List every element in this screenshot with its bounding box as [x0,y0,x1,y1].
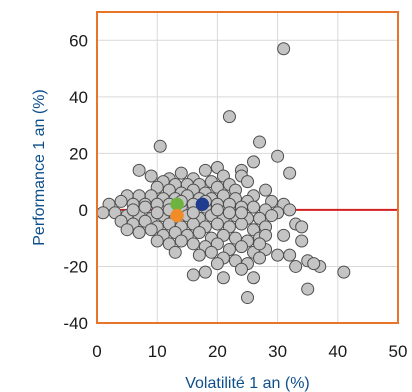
data-point [283,166,297,180]
data-point [186,268,200,282]
data-point [234,206,248,220]
x-tick-label: 10 [148,342,167,361]
data-point [234,240,248,254]
data-point [138,200,152,214]
y-tick-labels: -40 -20 0 20 40 60 [63,31,88,333]
data-point [289,259,303,273]
data-point [271,149,285,163]
data-point [174,166,188,180]
data-point [283,248,297,262]
data-point [277,42,291,56]
highlighted-data-point [170,197,184,212]
data-point [153,139,167,153]
y-axis-label: Performance 1 an (%) [31,89,48,246]
y-tick-label: -20 [63,257,88,276]
x-tick-label: 50 [389,342,408,361]
data-point [247,271,261,285]
data-point [144,169,158,183]
data-point [198,163,212,177]
data-point [168,245,182,259]
data-point [174,234,188,248]
data-point [301,282,315,296]
x-tick-label: 0 [92,342,101,361]
data-point [186,206,200,220]
data-point [192,226,206,240]
data-point [210,217,224,231]
data-point [295,234,309,248]
data-point [253,251,267,265]
data-point [132,163,146,177]
plot-frame [96,11,399,324]
y-tick-label: 20 [69,144,88,163]
data-point [259,183,273,197]
data-point [120,223,134,237]
data-point [234,262,248,276]
x-tick-label: 40 [328,342,347,361]
data-point [192,248,206,262]
data-point [96,206,110,220]
data-point [126,203,140,217]
data-point [114,194,128,208]
x-tick-label: 30 [268,342,287,361]
y-tick-label: 0 [79,201,88,220]
data-point [186,237,200,251]
y-tick-label: 60 [69,31,88,50]
data-point [150,234,164,248]
data-points [96,42,351,305]
x-tick-labels: 0 10 20 30 40 50 [92,342,407,361]
data-point [150,206,164,220]
data-point [295,220,309,234]
data-point [234,217,248,231]
data-point [132,226,146,240]
data-point [144,223,158,237]
data-point [253,237,267,251]
data-point [210,257,224,271]
data-point [210,203,224,217]
data-point [283,203,297,217]
data-point [265,209,279,223]
data-point [271,248,285,262]
x-tick-label: 20 [208,342,227,361]
highlighted-data-point [195,197,210,212]
data-point [337,265,351,279]
highlighted-data-point [170,208,184,223]
data-point [307,257,321,271]
data-point [204,245,218,259]
data-point [222,110,236,124]
x-axis-label: Volatilité 1 an (%) [185,375,310,392]
data-point [247,200,261,214]
data-point [247,155,261,169]
data-point [253,135,267,149]
y-tick-label: -40 [63,314,88,333]
data-point [241,175,254,189]
data-point [241,291,254,305]
y-tick-label: 40 [69,88,88,107]
data-point [198,265,212,279]
data-point [277,228,291,242]
data-point [222,206,236,220]
data-point [216,271,230,285]
